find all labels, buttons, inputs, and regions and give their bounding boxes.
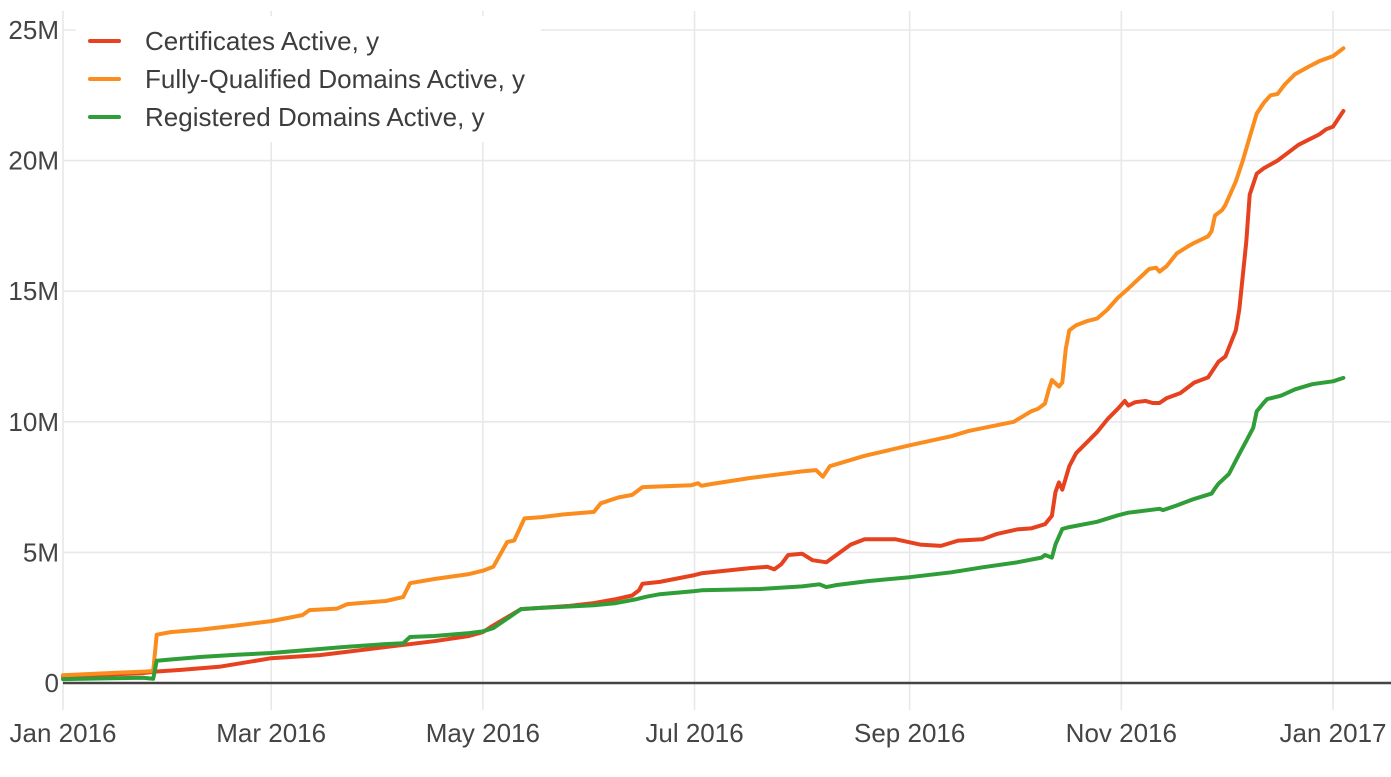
series-line-2 xyxy=(61,375,1346,682)
x-tick-label: Jan 2017 xyxy=(1280,718,1387,748)
legend-label: Registered Domains Active, y xyxy=(145,101,485,132)
y-tick-label: 0 xyxy=(45,668,59,698)
legend-item-certificates-active[interactable]: Certificates Active, y xyxy=(88,22,525,60)
y-tick-label: 20M xyxy=(8,146,59,176)
x-tick-label: Jul 2016 xyxy=(645,718,743,748)
y-tick-label: 15M xyxy=(8,276,59,306)
legend-line-swatch-red xyxy=(88,39,121,43)
y-tick-label: 10M xyxy=(8,407,59,437)
legend-line-swatch-orange xyxy=(88,77,121,81)
series-line-1 xyxy=(61,46,1346,678)
legend-item-registered-domains-active[interactable]: Registered Domains Active, y xyxy=(88,98,525,136)
y-tick-label: 5M xyxy=(23,537,59,567)
x-tick-label: Nov 2016 xyxy=(1066,718,1177,748)
x-tick-label: Jan 2016 xyxy=(10,718,117,748)
legend: Certificates Active, y Fully-Qualified D… xyxy=(76,16,542,142)
legend-item-fully-qualified-domains-active[interactable]: Fully-Qualified Domains Active, y xyxy=(88,60,525,98)
legend-label: Fully-Qualified Domains Active, y xyxy=(145,63,526,94)
x-tick-label: May 2016 xyxy=(426,718,540,748)
x-tick-label: Sep 2016 xyxy=(854,718,965,748)
y-tick-label: 25M xyxy=(8,15,59,45)
legend-line-swatch-green xyxy=(88,115,121,119)
legend-label: Certificates Active, y xyxy=(145,25,380,56)
x-tick-label: Mar 2016 xyxy=(216,718,326,748)
